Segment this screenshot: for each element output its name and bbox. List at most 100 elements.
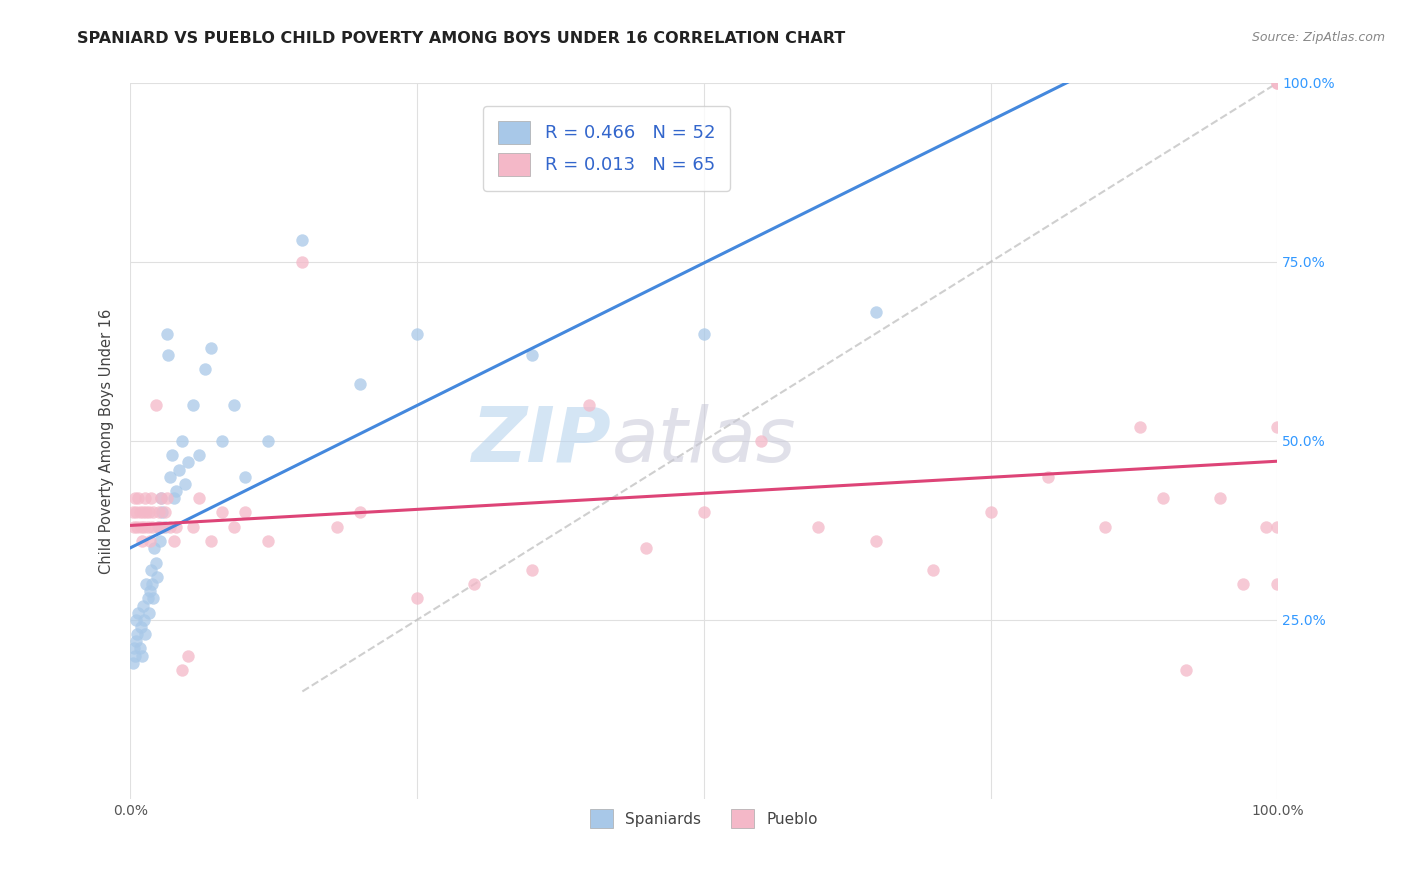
Point	[291, 234, 314, 248]
Point	[222, 520, 245, 534]
Point	[257, 434, 280, 448]
Point	[165, 520, 187, 534]
Point	[127, 491, 149, 505]
Point	[152, 506, 174, 520]
Point	[125, 613, 148, 627]
Point	[167, 462, 190, 476]
Point	[1265, 419, 1288, 434]
Point	[132, 520, 155, 534]
Point	[170, 434, 193, 448]
Point	[183, 520, 205, 534]
Point	[211, 506, 233, 520]
Point	[807, 520, 830, 534]
Point	[150, 491, 173, 505]
Point	[145, 556, 167, 570]
Point	[125, 634, 148, 648]
Legend: Spaniards, Pueblo: Spaniards, Pueblo	[583, 804, 824, 834]
Point	[141, 520, 163, 534]
Point	[157, 348, 180, 362]
Point	[127, 627, 149, 641]
Point	[156, 491, 179, 505]
Point	[1232, 577, 1254, 591]
Point	[156, 326, 179, 341]
Point	[1036, 469, 1059, 483]
Point	[132, 599, 155, 613]
Point	[326, 520, 349, 534]
Point	[139, 491, 162, 505]
Point	[200, 534, 222, 549]
Point	[136, 520, 159, 534]
Point	[134, 627, 156, 641]
Point	[159, 469, 181, 483]
Point	[211, 434, 233, 448]
Point	[148, 520, 170, 534]
Point	[406, 591, 429, 606]
Point	[233, 506, 256, 520]
Point	[980, 506, 1002, 520]
Point	[349, 506, 371, 520]
Point	[1265, 520, 1288, 534]
Point	[1129, 419, 1152, 434]
Point	[349, 376, 371, 391]
Y-axis label: Child Poverty Among Boys Under 16: Child Poverty Among Boys Under 16	[100, 309, 114, 574]
Point	[146, 520, 169, 534]
Point	[1265, 76, 1288, 90]
Point	[693, 326, 716, 341]
Point	[127, 606, 149, 620]
Point	[463, 577, 485, 591]
Point	[135, 577, 157, 591]
Point	[153, 506, 176, 520]
Point	[150, 491, 173, 505]
Point	[163, 534, 186, 549]
Point	[176, 648, 198, 663]
Point	[125, 506, 148, 520]
Point	[138, 606, 160, 620]
Point	[1094, 520, 1116, 534]
Point	[145, 570, 167, 584]
Point	[170, 663, 193, 677]
Point	[520, 563, 543, 577]
Point	[139, 534, 162, 549]
Point	[200, 341, 222, 355]
Point	[188, 491, 211, 505]
Point	[865, 534, 887, 549]
Point	[149, 534, 172, 549]
Point	[406, 326, 429, 341]
Point	[132, 613, 155, 627]
Point	[520, 348, 543, 362]
Point	[141, 577, 163, 591]
Text: ZIP: ZIP	[472, 404, 612, 478]
Point	[1209, 491, 1232, 505]
Point	[129, 520, 152, 534]
Point	[165, 483, 187, 498]
Point	[131, 648, 153, 663]
Point	[1152, 491, 1174, 505]
Point	[134, 491, 156, 505]
Point	[129, 620, 152, 634]
Point	[122, 641, 145, 656]
Point	[865, 305, 887, 319]
Point	[257, 534, 280, 549]
Text: atlas: atlas	[612, 404, 797, 478]
Point	[1254, 520, 1277, 534]
Point	[121, 656, 143, 670]
Point	[1265, 577, 1288, 591]
Point	[132, 506, 155, 520]
Text: SPANIARD VS PUEBLO CHILD POVERTY AMONG BOYS UNDER 16 CORRELATION CHART: SPANIARD VS PUEBLO CHILD POVERTY AMONG B…	[77, 31, 845, 46]
Point	[749, 434, 772, 448]
Point	[145, 398, 167, 412]
Point	[142, 591, 165, 606]
Point	[222, 398, 245, 412]
Point	[163, 491, 186, 505]
Point	[291, 255, 314, 269]
Point	[127, 520, 149, 534]
Point	[176, 455, 198, 469]
Point	[693, 506, 716, 520]
Point	[194, 362, 217, 376]
Point	[128, 506, 150, 520]
Point	[233, 469, 256, 483]
Point	[160, 448, 183, 462]
Point	[122, 520, 145, 534]
Point	[148, 506, 170, 520]
Point	[578, 398, 600, 412]
